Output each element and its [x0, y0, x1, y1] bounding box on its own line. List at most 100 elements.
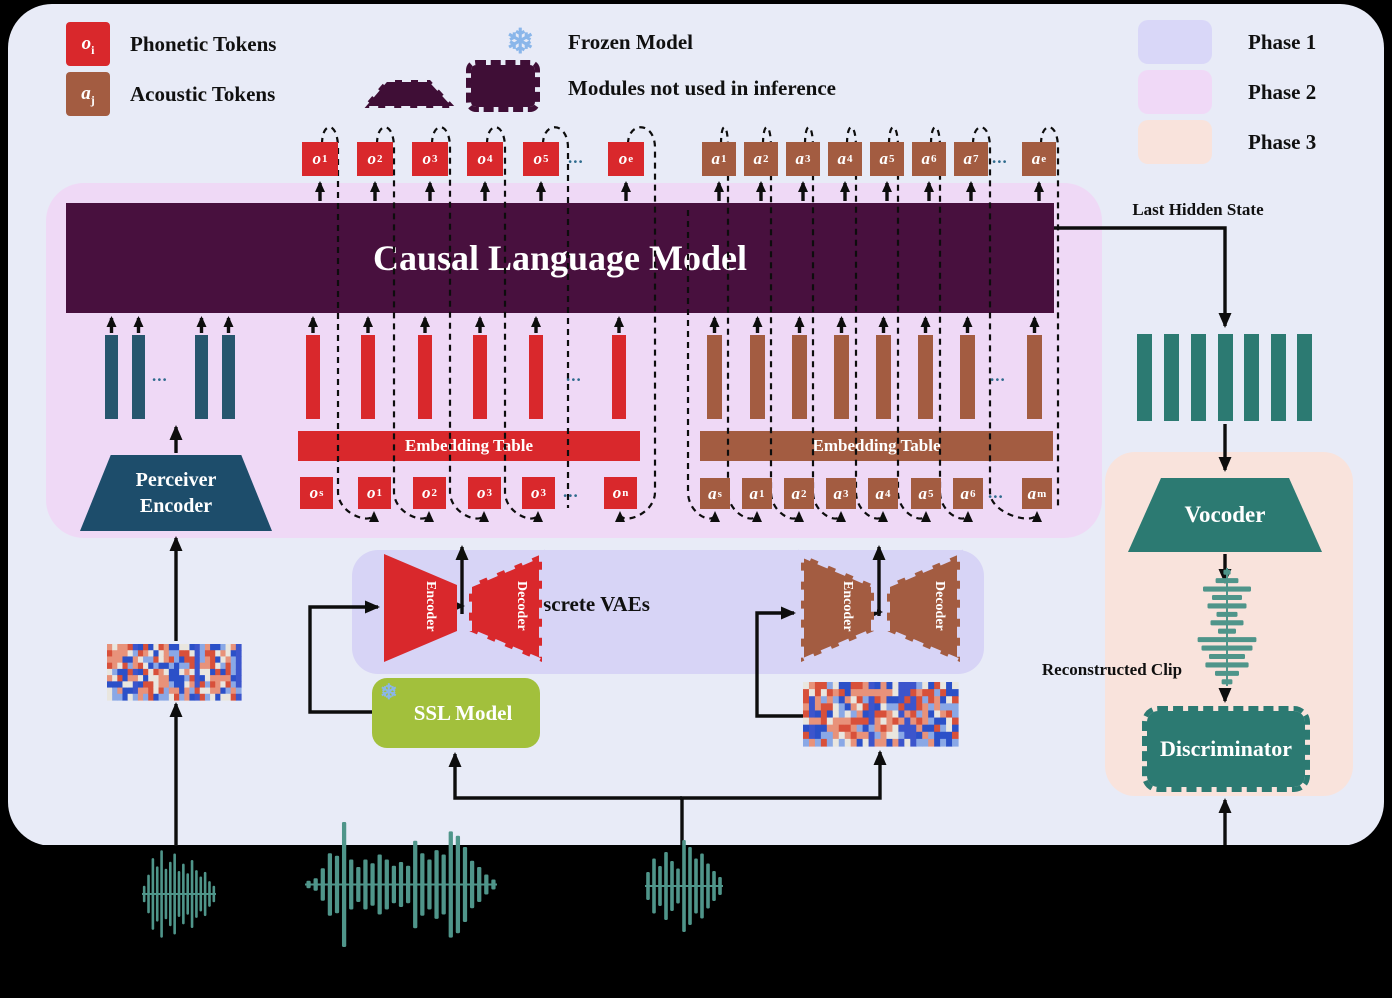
mel-spectrogram-acoustic	[803, 682, 959, 747]
hidden-state-bar-3	[1218, 334, 1233, 421]
bottom-acoustic-ellipsis: ...	[988, 482, 1004, 502]
acoustic-embedding-bar-4	[876, 335, 891, 419]
perceiver-line2: Encoder	[139, 495, 213, 517]
discriminator-box: Discriminator	[1142, 706, 1310, 792]
top-phonetic-ellipsis: ...	[568, 148, 584, 167]
phonetic-embedding-table: Embedding Table	[298, 431, 640, 461]
acoustic-vae-decoder: Decoder	[884, 549, 963, 667]
unused-trapezoid-icon	[357, 78, 461, 110]
perceiver-latents-ellipsis: ...	[152, 366, 168, 385]
acoustic-embedding-bar-5	[918, 335, 933, 419]
mel-spectrogram-phonetic	[107, 644, 242, 701]
perceiver-latent-bar-2	[195, 335, 208, 419]
svg-text:Decoder: Decoder	[514, 581, 529, 631]
phase-swatch-1	[1138, 20, 1212, 64]
phase-label-1: Phase 1	[1248, 30, 1317, 54]
phonetic-vae-decoder: Decoder	[466, 549, 545, 667]
acoustic-embedding-bar-3	[834, 335, 849, 419]
phonetic-token-chip: oi	[66, 22, 110, 66]
ssl-model-label: SSL Model	[413, 700, 513, 725]
perceiver-latent-bar-1	[132, 335, 145, 419]
phonetic-embedding-bar-1	[361, 335, 375, 419]
ssl-model-box: ❄ SSL Model	[372, 678, 540, 748]
phase-label-2: Phase 2	[1248, 80, 1317, 104]
acoustic-vae-encoder: Encoder	[798, 549, 877, 667]
hidden-state-bar-1	[1164, 334, 1179, 421]
vocoder-box: Vocoder	[1128, 478, 1322, 552]
perceiver-latent-bar-0	[105, 335, 118, 419]
phonetic-embedding-bar-2	[418, 335, 432, 419]
phonetic-bars-ellipsis: ...	[566, 366, 582, 385]
waveform-clip-2	[305, 822, 497, 947]
frozen-model-label: Frozen Model	[568, 30, 693, 54]
svg-text:Decoder: Decoder	[932, 581, 947, 631]
phonetic-vae-encoder: Encoder	[384, 554, 457, 662]
hidden-state-bar-6	[1297, 334, 1312, 421]
modules-not-used-label: Modules not used in inference	[568, 76, 836, 100]
last-hidden-state-label: Last Hidden State	[1132, 200, 1264, 219]
hidden-state-bar-4	[1244, 334, 1259, 421]
acoustic-embedding-bar-1	[750, 335, 765, 419]
phonetic-embedding-bar-3	[473, 335, 487, 419]
phase-swatch-2	[1138, 70, 1212, 114]
phase-swatch-3	[1138, 120, 1212, 164]
acoustic-embedding-bar-2	[792, 335, 807, 419]
reconstructed-waveform	[1197, 568, 1257, 686]
waveform-clip-3	[645, 840, 723, 932]
hidden-state-bar-5	[1271, 334, 1286, 421]
acoustic-bars-ellipsis: ...	[990, 366, 1006, 385]
frozen-snowflake-icon: ❄	[380, 680, 398, 704]
frozen-model-icon: ❄	[506, 24, 535, 61]
hidden-state-bar-2	[1191, 334, 1206, 421]
acoustic-embedding-bar-6	[960, 335, 975, 419]
causal-language-model-box: Causal Language Model	[66, 203, 1054, 313]
unused-module-icon	[466, 60, 540, 112]
bottom-phonetic-ellipsis: ...	[563, 482, 579, 501]
phonetic-embedding-bar-0	[306, 335, 320, 419]
acoustic-embedding-bar-0	[707, 335, 722, 419]
perceiver-encoder-box: Perceiver Encoder	[80, 455, 272, 531]
phonetic-embedding-bar-4	[529, 335, 543, 419]
waveform-clip-1	[142, 850, 216, 938]
reconstructed-clip-label: Reconstructed Clip	[1041, 660, 1183, 679]
phonetic-tokens-label: Phonetic Tokens	[130, 32, 277, 56]
perceiver-latent-bar-3	[222, 335, 235, 419]
perceiver-line1: Perceiver	[135, 469, 217, 491]
phonetic-embedding-bar-5	[612, 335, 626, 419]
acoustic-token-chip: aj	[66, 72, 110, 116]
phase-label-3: Phase 3	[1248, 130, 1317, 154]
svg-text:Encoder: Encoder	[423, 581, 438, 632]
top-acoustic-ellipsis: ...	[992, 148, 1008, 167]
svg-text:Encoder: Encoder	[840, 581, 855, 632]
hidden-state-bar-0	[1137, 334, 1152, 421]
acoustic-embedding-bar-7	[1027, 335, 1042, 419]
